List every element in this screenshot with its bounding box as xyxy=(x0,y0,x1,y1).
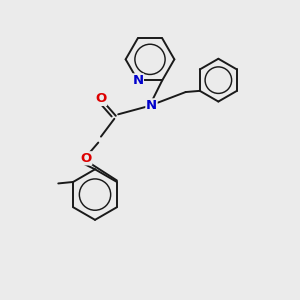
Text: O: O xyxy=(80,152,92,165)
Text: O: O xyxy=(95,92,106,105)
Text: N: N xyxy=(132,74,143,87)
Text: N: N xyxy=(146,99,157,112)
